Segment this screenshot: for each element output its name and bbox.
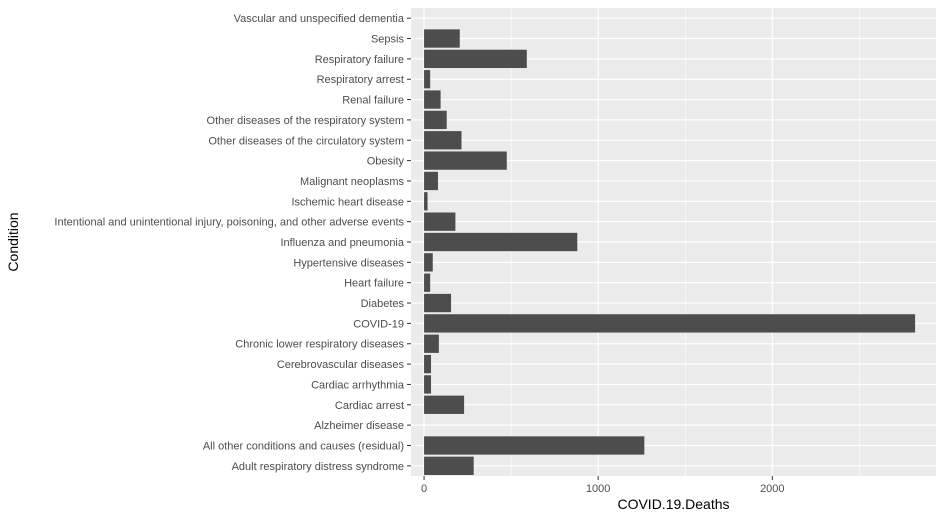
y-tick-label: Influenza and pneumonia bbox=[280, 237, 404, 249]
x-axis-title: COVID.19.Deaths bbox=[617, 496, 729, 512]
bar bbox=[424, 49, 527, 69]
y-tick-label: Sepsis bbox=[371, 34, 405, 46]
y-tick-label: COVID-19 bbox=[353, 318, 404, 330]
y-tick-label: Respiratory failure bbox=[315, 54, 404, 66]
y-tick-label: Respiratory arrest bbox=[317, 74, 404, 86]
bar bbox=[424, 436, 645, 455]
y-tick-label: Diabetes bbox=[361, 298, 405, 310]
bar bbox=[424, 334, 439, 353]
y-tick-label: Heart failure bbox=[344, 278, 404, 290]
bar bbox=[424, 131, 462, 150]
y-tick-label: Renal failure bbox=[342, 95, 404, 107]
bar bbox=[424, 70, 431, 89]
bar bbox=[424, 395, 465, 414]
bar bbox=[424, 192, 428, 211]
bar bbox=[424, 354, 432, 374]
y-tick-label: Chronic lower respiratory diseases bbox=[235, 339, 404, 351]
y-tick-label: Other diseases of the circulatory system bbox=[208, 135, 404, 147]
bar bbox=[424, 171, 438, 191]
x-axis: 0 1000 2000 bbox=[421, 476, 785, 495]
bar bbox=[424, 456, 474, 475]
y-tick-label: Hypertensive diseases bbox=[293, 257, 404, 269]
bar bbox=[424, 253, 433, 272]
y-tick-label: Cardiac arrhythmia bbox=[311, 379, 405, 391]
bar bbox=[424, 273, 431, 292]
bar bbox=[424, 90, 441, 109]
y-tick-label: Other diseases of the respiratory system bbox=[207, 115, 404, 127]
y-tick-label: Obesity bbox=[367, 156, 405, 168]
y-tick-label: Vascular and unspecified dementia bbox=[234, 13, 405, 25]
x-tick-label: 0 bbox=[421, 483, 427, 495]
bar bbox=[424, 293, 452, 313]
bar bbox=[424, 375, 432, 394]
y-axis-title: Condition bbox=[5, 212, 21, 271]
bar bbox=[424, 110, 447, 130]
y-tick-label: Cardiac arrest bbox=[335, 400, 404, 412]
bar bbox=[424, 314, 916, 333]
x-tick-label: 1000 bbox=[586, 483, 610, 495]
bar bbox=[424, 212, 456, 231]
bar bbox=[424, 232, 578, 252]
y-tick-label: Intentional and unintentional injury, po… bbox=[54, 217, 404, 229]
y-tick-label: Alzheimer disease bbox=[314, 420, 404, 432]
y-tick-label: All other conditions and causes (residua… bbox=[203, 440, 404, 452]
bar bbox=[424, 29, 460, 48]
y-axis: Vascular and unspecified dementia Sepsis R… bbox=[54, 13, 411, 473]
x-tick-label: 2000 bbox=[760, 483, 784, 495]
y-tick-label: Adult respiratory distress syndrome bbox=[232, 461, 404, 473]
y-tick-label: Cerebrovascular diseases bbox=[277, 359, 405, 371]
bar bbox=[424, 151, 507, 170]
y-tick-label: Malignant neoplasms bbox=[300, 176, 404, 188]
bars bbox=[424, 29, 916, 475]
y-tick-label: Ischemic heart disease bbox=[292, 196, 405, 208]
